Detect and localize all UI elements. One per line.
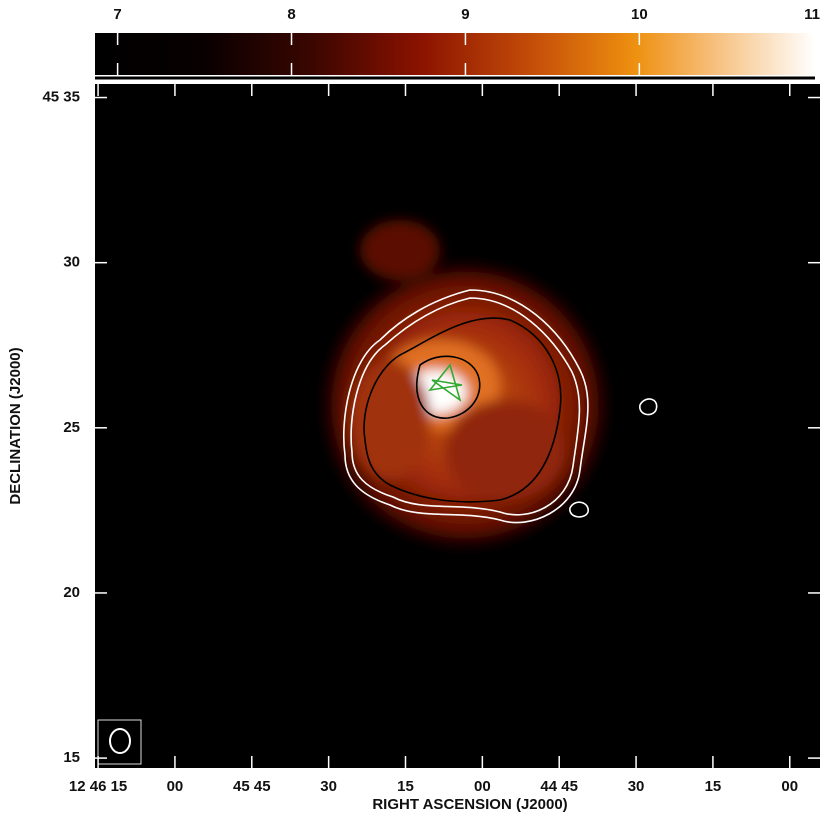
colorbar-tick-label: 9 bbox=[461, 6, 469, 23]
colorbar-tick-label: 7 bbox=[113, 6, 121, 23]
colorbar-tick-label: 10 bbox=[631, 6, 648, 23]
y-tick-label: 45 35 bbox=[42, 89, 80, 106]
x-tick-label: 30 bbox=[320, 778, 337, 795]
x-tick-label: 00 bbox=[474, 778, 491, 795]
beam bbox=[109, 728, 131, 754]
x-tick-label: 15 bbox=[397, 778, 414, 795]
y-tick-label: 15 bbox=[63, 749, 80, 766]
y-tick-label: 20 bbox=[63, 584, 80, 601]
x-tick-label: 12 46 15 bbox=[69, 778, 127, 795]
y-axis-label: DECLINATION (J2000) bbox=[7, 347, 24, 504]
colorbar-tick-label: 8 bbox=[287, 6, 295, 23]
colorbar bbox=[95, 33, 815, 75]
x-tick-label: 00 bbox=[781, 778, 798, 795]
x-tick-label: 45 45 bbox=[233, 778, 271, 795]
x-tick-label: 44 45 bbox=[540, 778, 578, 795]
colorbar-tick-label: 11 bbox=[804, 6, 820, 23]
contours bbox=[342, 289, 658, 524]
x-axis-label: RIGHT ASCENSION (J2000) bbox=[372, 796, 567, 813]
x-tick-label: 30 bbox=[628, 778, 645, 795]
x-tick-label: 00 bbox=[167, 778, 184, 795]
y-tick-label: 30 bbox=[63, 254, 80, 271]
y-tick-label: 25 bbox=[63, 419, 80, 436]
beam-box bbox=[97, 719, 142, 765]
x-tick-label: 15 bbox=[705, 778, 722, 795]
